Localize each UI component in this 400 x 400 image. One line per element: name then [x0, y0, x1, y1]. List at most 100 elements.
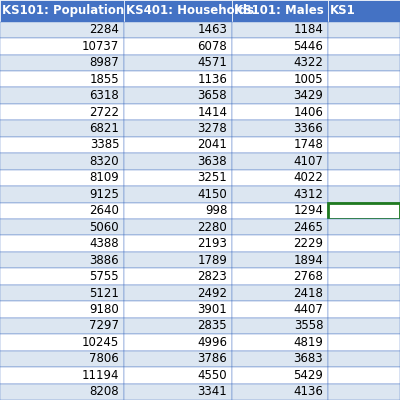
Bar — [232, 22, 328, 38]
Text: 9125: 9125 — [89, 188, 119, 201]
Text: 1005: 1005 — [294, 73, 323, 86]
Bar — [124, 120, 232, 137]
Bar — [232, 334, 328, 351]
Bar — [232, 137, 328, 153]
Bar — [328, 71, 400, 88]
Bar — [0, 318, 124, 334]
Text: 3278: 3278 — [198, 122, 227, 135]
Text: 8109: 8109 — [90, 171, 119, 184]
Bar — [0, 120, 124, 137]
Bar — [328, 301, 400, 318]
Text: KS1: KS1 — [330, 4, 356, 17]
Text: 6821: 6821 — [89, 122, 119, 135]
Bar — [0, 334, 124, 351]
Bar — [0, 268, 124, 285]
Bar — [232, 71, 328, 88]
Bar — [0, 71, 124, 88]
Text: 8208: 8208 — [90, 385, 119, 398]
Text: 5429: 5429 — [293, 369, 323, 382]
Bar — [0, 22, 124, 38]
Text: 4571: 4571 — [197, 56, 227, 69]
Text: 5060: 5060 — [90, 221, 119, 234]
Text: KS101: Population: KS101: Population — [2, 4, 124, 17]
Bar — [328, 236, 400, 252]
Bar — [124, 384, 232, 400]
Text: 2835: 2835 — [198, 320, 227, 332]
Text: 2492: 2492 — [197, 286, 227, 300]
Bar — [124, 334, 232, 351]
Bar — [232, 236, 328, 252]
Bar — [328, 0, 400, 22]
Bar — [124, 268, 232, 285]
Bar — [232, 38, 328, 54]
Text: 4022: 4022 — [293, 171, 323, 184]
Text: 6078: 6078 — [198, 40, 227, 53]
Text: 2280: 2280 — [198, 221, 227, 234]
Bar — [0, 104, 124, 120]
Bar — [232, 219, 328, 236]
Bar — [124, 0, 232, 22]
Bar — [328, 54, 400, 71]
Text: 1789: 1789 — [197, 254, 227, 267]
Bar — [232, 318, 328, 334]
Text: 2768: 2768 — [293, 270, 323, 283]
Bar — [124, 301, 232, 318]
Text: 3429: 3429 — [293, 89, 323, 102]
Bar — [232, 88, 328, 104]
Text: 4136: 4136 — [293, 385, 323, 398]
Bar — [0, 252, 124, 268]
Bar — [124, 202, 232, 219]
Bar — [328, 219, 400, 236]
Text: 2229: 2229 — [293, 237, 323, 250]
Bar — [232, 104, 328, 120]
Text: 8987: 8987 — [90, 56, 119, 69]
Bar — [124, 285, 232, 301]
Bar — [328, 252, 400, 268]
Text: 1894: 1894 — [293, 254, 323, 267]
Text: 5755: 5755 — [90, 270, 119, 283]
Bar — [124, 38, 232, 54]
Text: 2640: 2640 — [89, 204, 119, 217]
Text: 1855: 1855 — [90, 73, 119, 86]
Bar — [124, 351, 232, 367]
Bar — [0, 54, 124, 71]
Bar — [232, 0, 328, 22]
Bar — [328, 384, 400, 400]
Text: 5121: 5121 — [89, 286, 119, 300]
Text: 5446: 5446 — [293, 40, 323, 53]
Bar — [328, 351, 400, 367]
Text: 8320: 8320 — [90, 155, 119, 168]
Text: 1136: 1136 — [197, 73, 227, 86]
Text: 3886: 3886 — [90, 254, 119, 267]
Bar — [328, 88, 400, 104]
Text: 3251: 3251 — [198, 171, 227, 184]
Bar — [232, 202, 328, 219]
Text: 1406: 1406 — [293, 106, 323, 118]
Bar — [232, 351, 328, 367]
Bar — [124, 186, 232, 202]
Text: 4322: 4322 — [293, 56, 323, 69]
Text: 4388: 4388 — [90, 237, 119, 250]
Text: 10737: 10737 — [82, 40, 119, 53]
Bar — [232, 367, 328, 384]
Bar — [328, 137, 400, 153]
Text: KS101: Males: KS101: Males — [234, 4, 324, 17]
Text: 998: 998 — [205, 204, 227, 217]
Text: 2284: 2284 — [89, 23, 119, 36]
Text: 11194: 11194 — [82, 369, 119, 382]
Bar — [124, 88, 232, 104]
Text: 2465: 2465 — [293, 221, 323, 234]
Bar — [232, 120, 328, 137]
Text: 4312: 4312 — [293, 188, 323, 201]
Text: 2418: 2418 — [293, 286, 323, 300]
Bar — [232, 268, 328, 285]
Bar — [232, 170, 328, 186]
Bar — [232, 186, 328, 202]
Bar — [0, 384, 124, 400]
Bar — [0, 202, 124, 219]
Text: 2041: 2041 — [197, 138, 227, 152]
Bar — [232, 285, 328, 301]
Text: 1184: 1184 — [293, 23, 323, 36]
Text: 7806: 7806 — [90, 352, 119, 365]
Text: 4407: 4407 — [293, 303, 323, 316]
